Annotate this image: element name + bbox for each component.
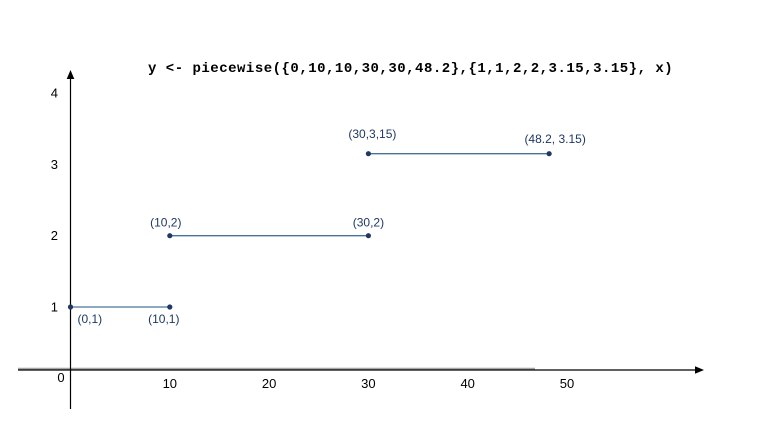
data-point: [67, 304, 74, 310]
y-tick-label: 2: [51, 228, 58, 243]
point-label: (30,3,15): [348, 127, 396, 141]
y-tick-label: 4: [51, 86, 58, 101]
data-point: [365, 233, 371, 239]
x-tick-label: 40: [460, 376, 474, 391]
data-point: [167, 233, 173, 239]
x-axis-arrow-icon: [695, 366, 704, 374]
y-tick-label: 1: [51, 300, 58, 315]
x-tick-label: 50: [560, 376, 574, 391]
point-label: (0,1): [78, 312, 103, 326]
point-label: (30,2): [353, 216, 384, 230]
data-point: [167, 304, 173, 310]
point-label: (10,1): [148, 312, 179, 326]
data-point: [365, 151, 371, 157]
x-tick-label: 20: [262, 376, 276, 391]
point-label: (10,2): [150, 216, 181, 230]
chart-title: y <- piecewise({0,10,10,30,30,48.2},{1,1…: [148, 61, 674, 77]
point-label: (48.2, 3.15): [524, 132, 585, 146]
x-tick-label: 10: [163, 376, 177, 391]
y-tick-label: 3: [51, 157, 58, 172]
data-point: [546, 151, 552, 157]
y-axis-arrow-icon: [66, 70, 75, 79]
origin-tick-label: 0: [57, 370, 64, 385]
x-tick-label: 30: [361, 376, 375, 391]
